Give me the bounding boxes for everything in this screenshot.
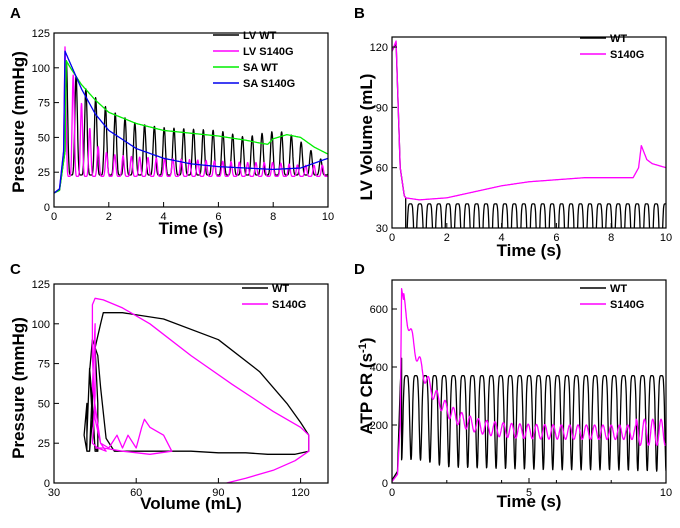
y-tick-label: 600 bbox=[370, 304, 388, 316]
y-tick-label: 50 bbox=[38, 132, 50, 144]
panel-label: B bbox=[354, 5, 365, 22]
y-tick-label: 90 bbox=[376, 102, 388, 114]
x-tick-label: 90 bbox=[212, 487, 224, 499]
legend-entry: LV S140G bbox=[243, 46, 294, 58]
panel-d: D 0 5 10 0 200 400 600 Time (s) ATP CR (s-1) WT S14… bbox=[354, 261, 672, 511]
x-tick-label: 6 bbox=[215, 211, 221, 223]
x-tick-label: 10 bbox=[322, 211, 334, 223]
x-tick-label: 4 bbox=[499, 232, 505, 244]
panel-label: D bbox=[354, 261, 365, 278]
series-line-wt bbox=[392, 42, 666, 228]
y-tick-label: 25 bbox=[38, 438, 50, 450]
x-tick-label: 10 bbox=[660, 487, 672, 499]
legend-entry: SA WT bbox=[243, 62, 278, 74]
x-tick-label: 2 bbox=[106, 211, 112, 223]
panel-b: B 0 2 4 6 8 10 30 60 90 120 Time (s) LV Volume (mL) W… bbox=[354, 5, 672, 260]
x-axis-label: Time (s) bbox=[497, 492, 562, 511]
series-line-sa-s140g bbox=[54, 50, 328, 194]
y-tick-label: 75 bbox=[38, 98, 50, 110]
x-tick-label: 30 bbox=[48, 487, 60, 499]
plot-frame bbox=[53, 283, 329, 484]
legend-entry: LV WT bbox=[243, 30, 277, 42]
series-line-sa-wt bbox=[54, 60, 328, 194]
x-tick-label: 0 bbox=[389, 232, 395, 244]
legend-entry: WT bbox=[272, 283, 289, 295]
y-tick-label: 0 bbox=[44, 202, 50, 214]
y-tick-label: 25 bbox=[38, 167, 50, 179]
series-line-wt bbox=[392, 357, 666, 481]
series-group bbox=[54, 46, 328, 194]
panel-c: C 30 60 90 120 0 25 50 75 100 125 Volume (mL) Pressu… bbox=[9, 261, 329, 513]
legend-entry: WT bbox=[610, 283, 627, 295]
legend-entry: S140G bbox=[272, 299, 306, 311]
y-axis-label: Pressure (mmHg) bbox=[9, 51, 28, 193]
plot-frame bbox=[391, 36, 667, 229]
series-group bbox=[392, 40, 666, 228]
y-tick-label: 100 bbox=[32, 319, 50, 331]
x-axis-label: Time (s) bbox=[159, 219, 224, 238]
x-tick-label: 5 bbox=[526, 487, 532, 499]
y-tick-label: 120 bbox=[370, 42, 388, 54]
y-tick-label: 60 bbox=[376, 163, 388, 175]
y-tick-label: 30 bbox=[376, 223, 388, 235]
y-tick-label: 125 bbox=[32, 28, 50, 40]
series-group bbox=[392, 288, 666, 482]
y-tick-label: 100 bbox=[32, 63, 50, 75]
y-tick-label: 0 bbox=[382, 478, 388, 490]
series-group bbox=[83, 297, 310, 483]
legend-entry: S140G bbox=[610, 299, 644, 311]
x-axis-label: Volume (mL) bbox=[140, 494, 242, 513]
y-axis-label: ATP CR (s-1) bbox=[357, 338, 376, 435]
x-tick-label: 4 bbox=[161, 211, 167, 223]
y-axis-label: Pressure (mmHg) bbox=[9, 317, 28, 459]
y-tick-label: 75 bbox=[38, 359, 50, 371]
y-tick-label: 400 bbox=[370, 362, 388, 374]
y-tick-label: 0 bbox=[44, 478, 50, 490]
y-axis-label: LV Volume (mL) bbox=[357, 74, 376, 201]
legend-entry: SA S140G bbox=[243, 78, 295, 90]
y-tick-label: 200 bbox=[370, 420, 388, 432]
series-line-s140g bbox=[392, 40, 666, 201]
y-axis-label-exponent: -1 bbox=[357, 343, 369, 353]
y-tick-label: 125 bbox=[32, 279, 50, 291]
x-tick-label: 0 bbox=[51, 211, 57, 223]
series-line-lv-s140g bbox=[54, 46, 328, 194]
series-line-s140g bbox=[392, 288, 666, 482]
x-axis-label: Time (s) bbox=[497, 241, 562, 260]
y-tick-label: 50 bbox=[38, 398, 50, 410]
series-line-s140g bbox=[91, 297, 310, 483]
x-tick-label: 120 bbox=[291, 487, 309, 499]
x-tick-label: 60 bbox=[130, 487, 142, 499]
x-tick-label: 8 bbox=[270, 211, 276, 223]
plot-frame bbox=[53, 32, 329, 208]
x-tick-label: 0 bbox=[389, 487, 395, 499]
panel-label: C bbox=[10, 261, 21, 278]
x-tick-label: 6 bbox=[553, 232, 559, 244]
legend-entry: WT bbox=[610, 33, 627, 45]
panel-label: A bbox=[10, 5, 21, 22]
x-tick-label: 10 bbox=[660, 232, 672, 244]
x-tick-label: 8 bbox=[608, 232, 614, 244]
x-tick-label: 2 bbox=[444, 232, 450, 244]
legend-entry: S140G bbox=[610, 49, 644, 61]
